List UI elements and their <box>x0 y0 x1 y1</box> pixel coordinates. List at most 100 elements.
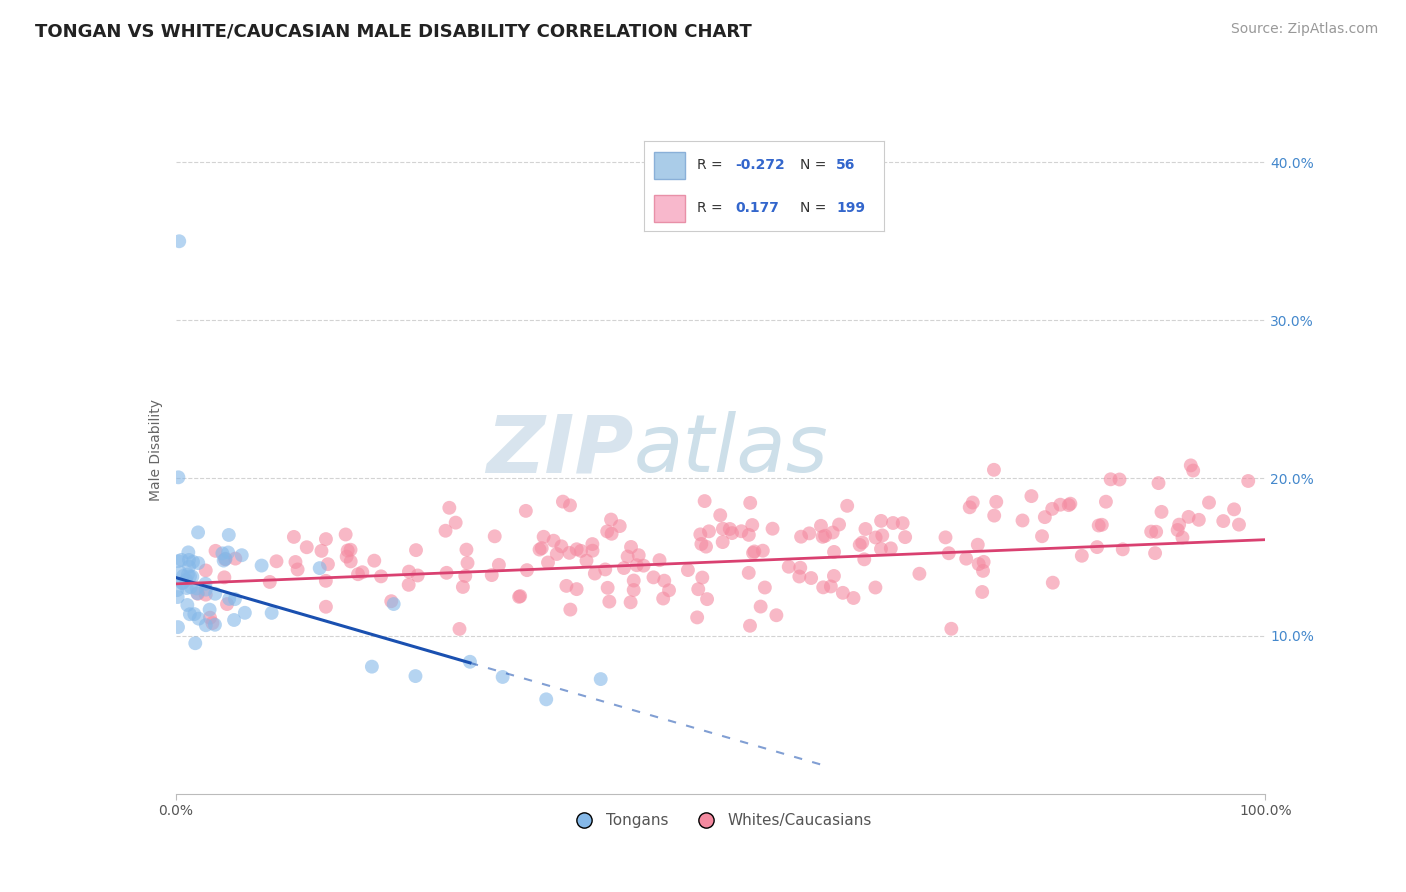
Point <box>186 582 208 596</box>
Point <box>583 566 606 581</box>
Point <box>1223 502 1246 516</box>
Point <box>363 554 385 568</box>
Point <box>581 543 603 558</box>
Point <box>934 530 956 544</box>
Point <box>1042 575 1064 590</box>
Text: N =: N = <box>800 159 831 172</box>
Point <box>405 543 427 558</box>
Point <box>224 551 246 566</box>
Point <box>339 542 361 557</box>
Point <box>250 558 273 573</box>
Point <box>1108 473 1130 487</box>
Point <box>481 568 503 582</box>
Point <box>1198 495 1220 509</box>
Point <box>451 580 474 594</box>
Point <box>308 561 330 575</box>
Point <box>814 529 837 543</box>
Point <box>187 525 209 540</box>
Point <box>183 607 205 621</box>
Point <box>711 522 734 536</box>
Point <box>1237 474 1260 488</box>
Point <box>1140 524 1163 539</box>
Point <box>169 566 191 580</box>
Point <box>810 519 832 533</box>
Point <box>1188 513 1211 527</box>
Point <box>1040 501 1063 516</box>
Point <box>908 566 931 581</box>
Point <box>194 576 217 591</box>
Point <box>218 528 240 542</box>
Point <box>695 540 717 554</box>
Point <box>1212 514 1234 528</box>
Point <box>972 564 994 578</box>
Point <box>842 591 865 605</box>
Point <box>851 535 873 549</box>
Point <box>456 542 478 557</box>
Point <box>194 564 217 578</box>
Point <box>880 541 903 556</box>
Point <box>1168 517 1191 532</box>
Point <box>676 563 699 577</box>
Point <box>398 578 420 592</box>
Point <box>598 594 620 608</box>
Point <box>1180 458 1202 473</box>
Point <box>855 522 877 536</box>
Point <box>484 529 506 543</box>
Point <box>648 553 671 567</box>
Point <box>543 533 565 548</box>
Point <box>613 561 636 575</box>
Point <box>870 514 893 528</box>
Point <box>382 597 405 611</box>
Point <box>211 546 233 560</box>
Point <box>1144 546 1167 560</box>
Point <box>266 554 288 568</box>
Point <box>449 622 471 636</box>
Point <box>360 659 382 673</box>
Point <box>187 556 209 570</box>
Point <box>962 495 984 509</box>
Point <box>339 554 361 568</box>
Point <box>179 569 201 583</box>
Point <box>166 583 188 598</box>
Point <box>174 573 197 587</box>
Point <box>436 566 458 580</box>
Point <box>837 499 859 513</box>
Point <box>214 570 236 584</box>
Point <box>537 556 560 570</box>
Point <box>565 542 588 557</box>
Point <box>222 613 245 627</box>
Point <box>973 555 995 569</box>
Point <box>444 516 467 530</box>
Point <box>1091 517 1114 532</box>
Point <box>284 555 307 569</box>
Point <box>600 512 623 526</box>
Point <box>761 522 783 536</box>
Point <box>315 599 337 614</box>
Point <box>177 553 200 567</box>
Point <box>1085 540 1108 554</box>
Point <box>167 620 190 634</box>
Point <box>1033 510 1056 524</box>
Point <box>546 547 568 561</box>
Point <box>799 526 821 541</box>
Point <box>820 579 842 593</box>
Point <box>166 590 188 604</box>
Point <box>179 559 201 574</box>
Point <box>180 580 202 594</box>
Point <box>177 567 200 582</box>
Point <box>1227 517 1250 532</box>
Point <box>405 669 427 683</box>
Point <box>1095 494 1118 508</box>
Point <box>643 570 665 584</box>
Point <box>434 524 457 538</box>
Point <box>986 495 1008 509</box>
Point <box>533 530 555 544</box>
Point <box>721 526 744 541</box>
Point <box>259 574 281 589</box>
Point <box>515 504 537 518</box>
Point <box>831 586 853 600</box>
Point <box>1031 529 1053 543</box>
Point <box>593 562 616 576</box>
Point <box>972 585 994 599</box>
Point <box>828 517 851 532</box>
